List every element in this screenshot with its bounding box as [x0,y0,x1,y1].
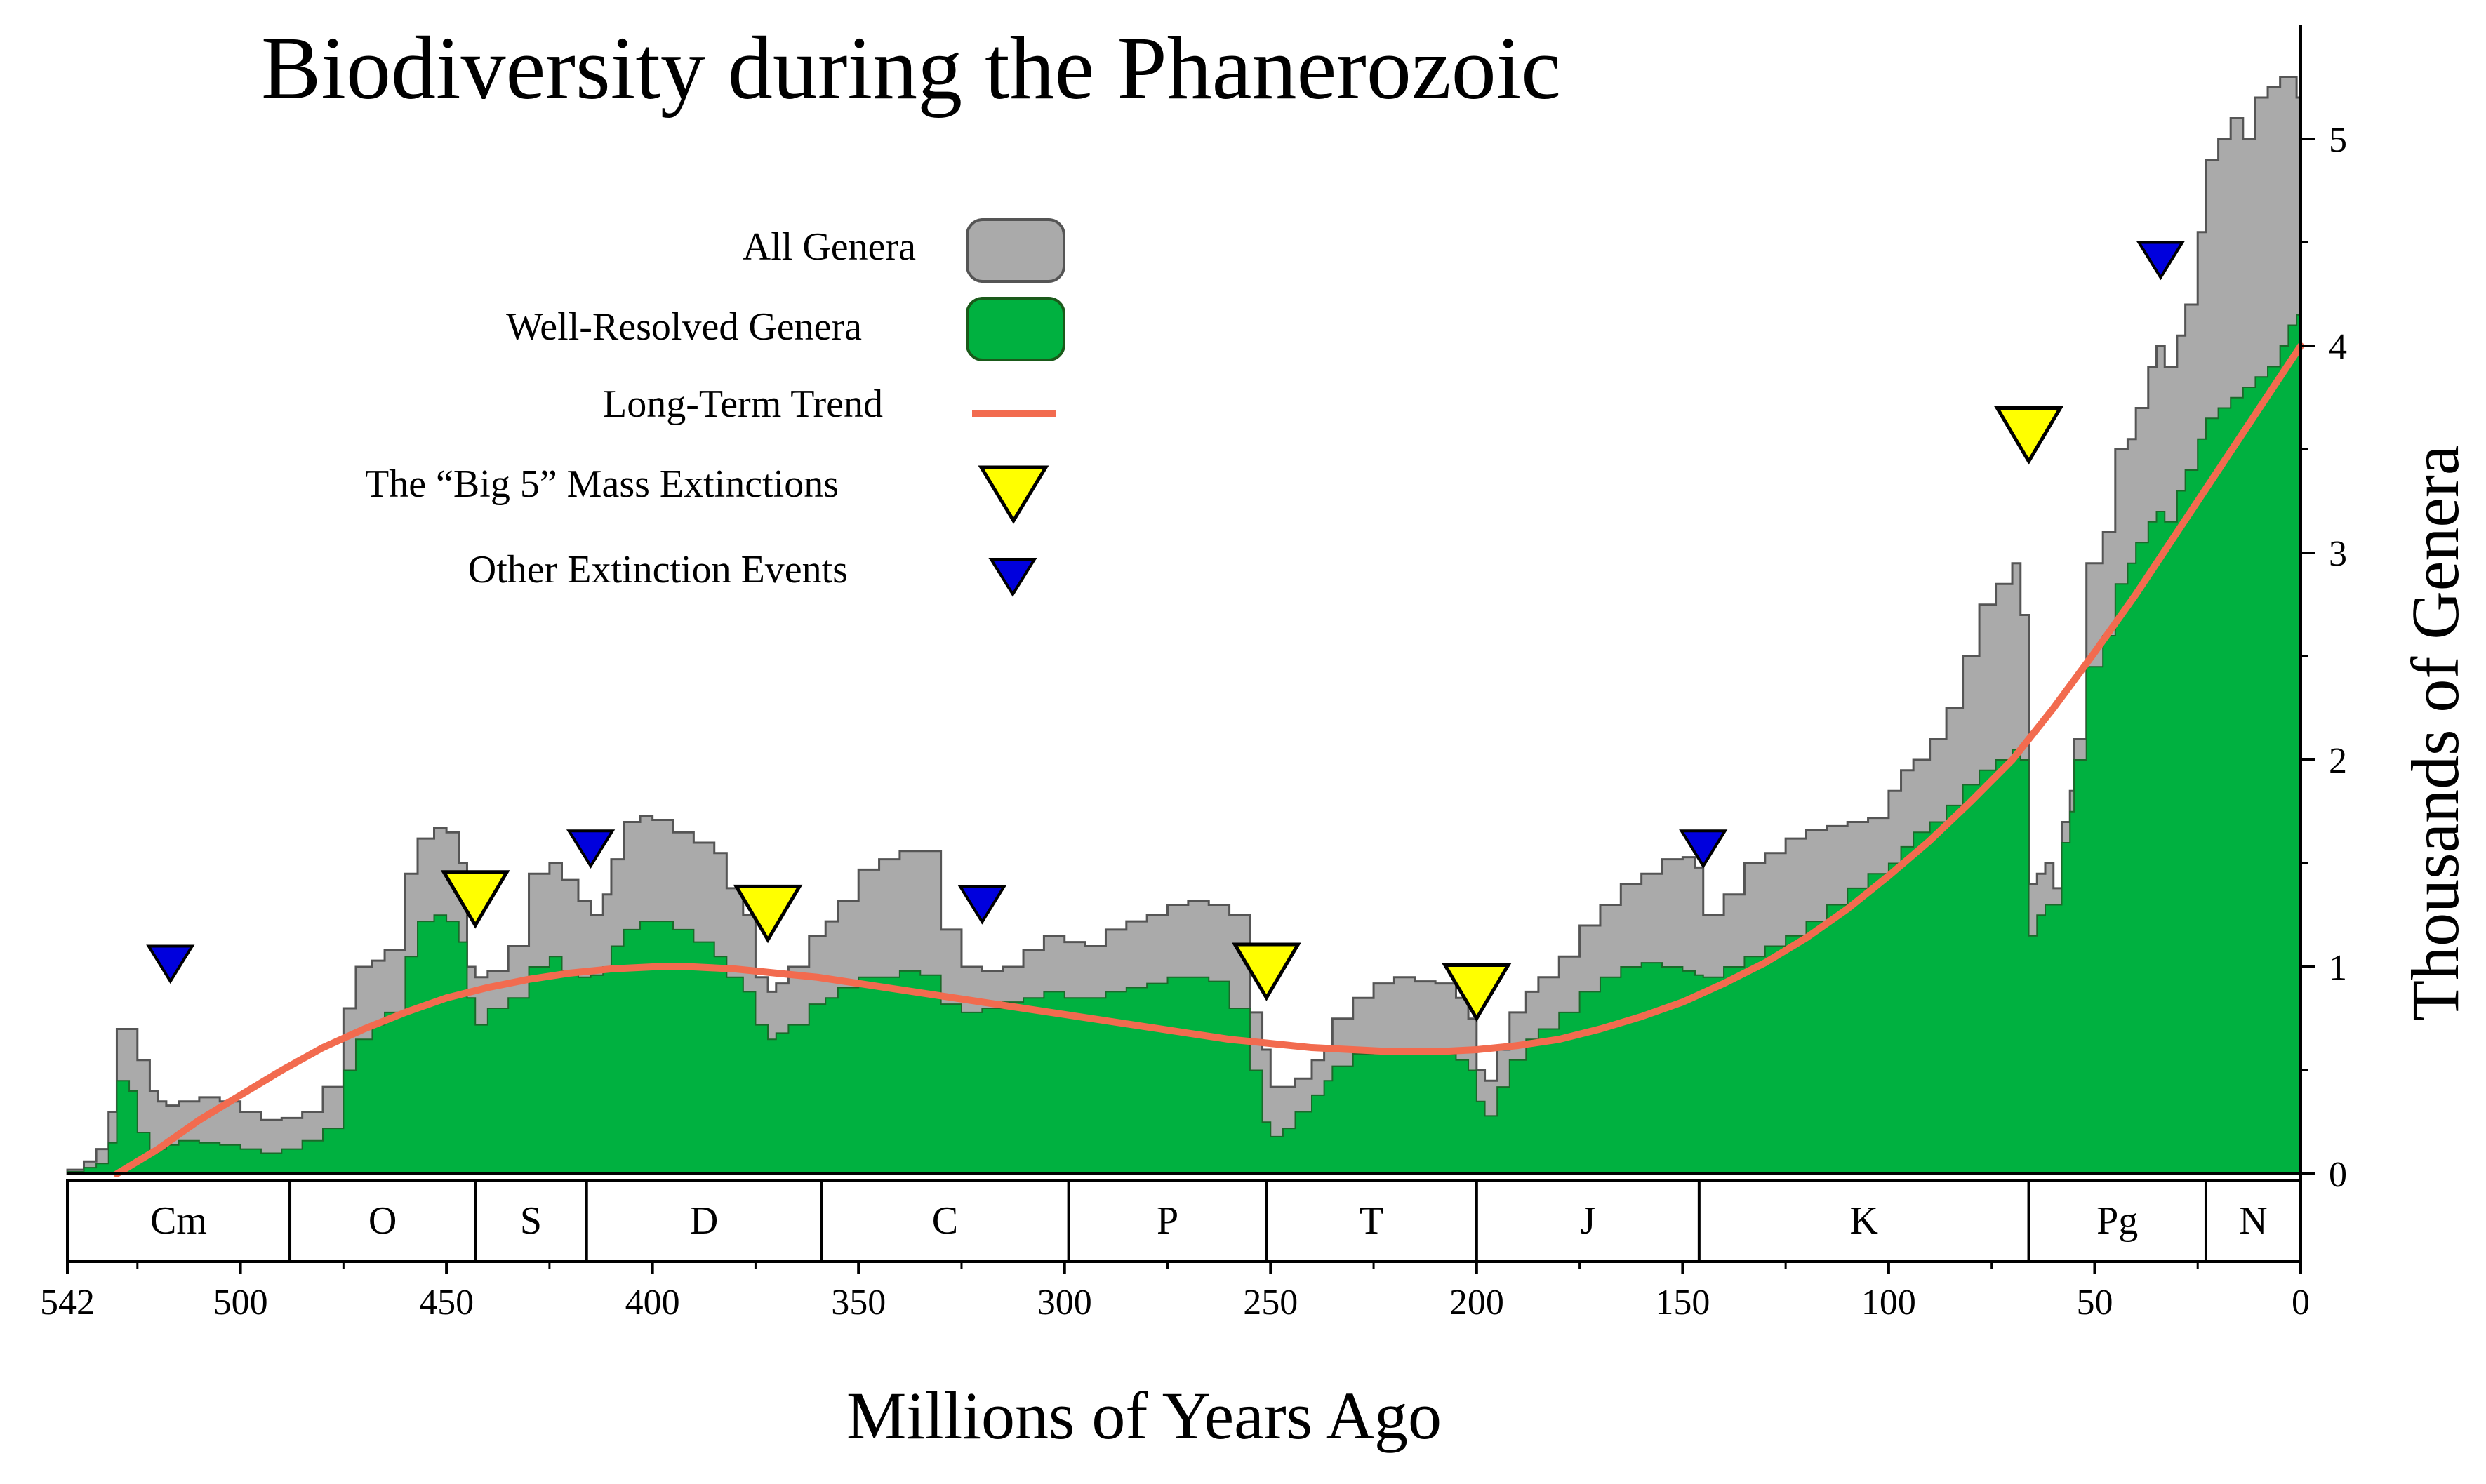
legend: All Genera Well-Resolved Genera Long-Ter… [365,218,1065,597]
x-axis-tick-label: 300 [1037,1283,1092,1323]
big5-extinction-marker [1994,406,2063,465]
legend-label-all-genera: All Genera [743,225,916,269]
series-well-resolved-area [67,305,2301,1175]
marker-layer [146,241,2185,1022]
y-axis-tick-label: 1 [2329,948,2347,988]
y-axis-tick-label: 0 [2329,1155,2347,1195]
y-axis-tick-label: 4 [2329,327,2347,367]
legend-label-big5: The “Big 5” Mass Extinctions [365,462,839,506]
period-label: K [1849,1199,1877,1243]
big5-extinction-marker [1232,942,1301,1001]
x-axis-tick-label: 450 [419,1283,474,1323]
period-label: Pg [2096,1199,2138,1243]
x-axis-tick-label: 250 [1243,1283,1298,1323]
period-label: S [520,1199,542,1243]
other-extinction-marker [146,944,195,984]
big5-extinction-marker [440,870,510,929]
other-extinction-marker [2136,241,2185,281]
x-axis-tick-label: 500 [213,1283,268,1323]
y-axis-title: Thousands of Genera [2398,445,2473,1021]
legend-label-trend: Long-Term Trend [603,382,883,426]
legend-swatch-well-resolved [966,297,1065,361]
period-label: J [1580,1199,1595,1243]
period-layer: Cm O S D C P T J K Pg N [66,1179,2302,1263]
x-axis-title: Millions of Years Ago [846,1378,1442,1453]
legend-other-marker [988,558,1037,597]
period-label: N [2239,1199,2267,1243]
big5-extinction-marker [733,884,803,944]
legend-label-well-resolved: Well-Resolved Genera [506,305,862,349]
chart-title: Biodiversity during the Phanerozoic [261,18,1561,118]
period-bar [66,1179,2302,1263]
trend-layer [113,342,2304,1177]
big5-extinction-marker [1442,963,1512,1022]
period-label: P [1157,1199,1178,1243]
period-label: Cm [150,1199,207,1243]
legend-big5-marker [978,465,1049,524]
x-axis-tick-label: 200 [1449,1283,1504,1323]
x-axis-tick-label: 400 [625,1283,680,1323]
x-axis-tick-label: 542 [40,1283,95,1323]
other-extinction-marker [957,885,1006,925]
period-label: O [368,1199,397,1243]
legend-swatch-all-genera [966,218,1065,283]
series-long-term-trend-line [113,342,2304,1177]
period-label: D [690,1199,718,1243]
area-layer [66,76,2302,1175]
legend-label-other: Other Extinction Events [468,548,848,591]
x-axis-tick-label: 350 [831,1283,886,1323]
series-all-genera-area [66,76,2302,1175]
y-axis-tick-label: 5 [2329,120,2347,160]
period-label: T [1360,1199,1383,1243]
other-extinction-marker [566,829,616,869]
x-axis-tick-label: 100 [1861,1283,1916,1323]
x-axis-tick-label: 50 [2076,1283,2113,1323]
other-extinction-marker [1679,829,1728,869]
x-axis-tick-label: 150 [1655,1283,1710,1323]
x-axis-tick-label: 0 [2292,1283,2310,1323]
period-label: C [932,1199,958,1243]
y-axis-tick-label: 2 [2329,741,2347,781]
y-axis-tick-label: 3 [2329,534,2347,574]
